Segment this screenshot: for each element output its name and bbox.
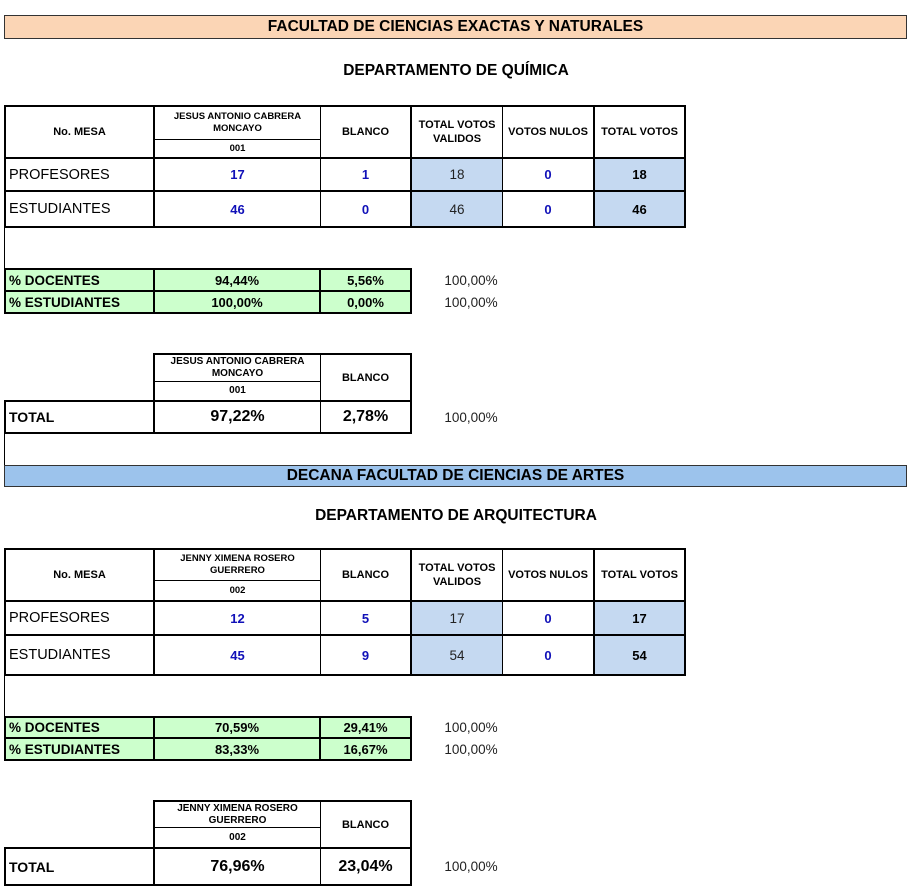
mesa-header: No. MESA — [53, 569, 106, 581]
pct-estudiantes-total: 100,00% — [444, 741, 498, 757]
pct-estudiantes-candidate: 100,00% — [211, 294, 263, 310]
candidate-votes: 17 — [230, 167, 245, 182]
total-candidate-name: JENNY XIMENA ROSERO GUERRERO — [177, 802, 298, 826]
nulos-votes: 0 — [544, 610, 552, 626]
total-sum-pct: 100,00% — [444, 409, 498, 425]
validos-votes: 17 — [449, 610, 465, 626]
total-candidate-pct: 76,96% — [210, 857, 265, 875]
pct-docentes-candidate: 94,44% — [214, 272, 260, 288]
mesa-header: No. MESA — [53, 126, 106, 138]
total-blanco-header: BLANCO — [341, 371, 390, 384]
total-blanco-pct: 2,78% — [342, 408, 389, 425]
blanco-votes: 0 — [361, 201, 370, 217]
pct-docentes-total: 100,00% — [444, 719, 498, 735]
pct-estudiantes-label: % ESTUDIANTES — [9, 294, 121, 310]
nulos-votes: 0 — [544, 201, 552, 217]
row-label: ESTUDIANTES — [9, 201, 111, 217]
candidate-code: 001 — [229, 142, 246, 154]
total-candidate-code: 001 — [229, 385, 246, 396]
blanco-votes: 1 — [361, 167, 370, 182]
department-title: DEPARTAMENTO DE QUÍMICA — [343, 62, 569, 79]
total-sum-pct: 100,00% — [444, 858, 498, 874]
nulos-votes: 0 — [544, 167, 552, 182]
pct-estudiantes-candidate: 83,33% — [214, 741, 260, 757]
total-votes: 17 — [632, 610, 647, 626]
validos-votes: 18 — [449, 167, 465, 182]
candidate-votes: 45 — [230, 647, 245, 663]
faculty-banner: FACULTAD DE CIENCIAS EXACTAS Y NATURALES — [4, 15, 907, 39]
pct-estudiantes-label: % ESTUDIANTES — [9, 741, 121, 757]
pct-docentes-label: % DOCENTES — [9, 272, 100, 288]
votos-nulos-header: VOTOS NULOS — [508, 569, 588, 581]
total-votos-header: TOTAL VOTOS — [601, 126, 678, 138]
candidate-votes: 12 — [230, 610, 245, 626]
total-votes: 54 — [632, 647, 647, 663]
blanco-header: BLANCO — [341, 569, 390, 581]
votos-nulos-header: VOTOS NULOS — [508, 126, 588, 138]
row-label: PROFESORES — [9, 166, 110, 183]
row-label: ESTUDIANTES — [9, 647, 111, 663]
total-candidate-pct: 97,22% — [210, 408, 265, 425]
total-votos-header: TOTAL VOTOS — [601, 569, 678, 581]
nulos-votes: 0 — [544, 647, 552, 663]
total-votes: 18 — [632, 167, 647, 182]
candidate-code: 002 — [229, 584, 246, 596]
department-title: DEPARTAMENTO DE ARQUITECTURA — [315, 507, 597, 524]
pct-docentes-blanco: 5,56% — [347, 272, 384, 288]
total-label: TOTAL — [9, 409, 55, 425]
candidate-name: JENNY XIMENA ROSERO GUERRERO — [180, 553, 295, 576]
blanco-votes: 9 — [361, 647, 370, 663]
pct-estudiantes-blanco: 0,00% — [347, 294, 384, 310]
pct-docentes-candidate: 70,59% — [214, 720, 260, 735]
row-label: PROFESORES — [9, 610, 110, 626]
pct-estudiantes-blanco: 16,67% — [343, 741, 388, 757]
section-banner: DECANA FACULTAD DE CIENCIAS DE ARTES — [4, 465, 907, 487]
pct-docentes-label: % DOCENTES — [9, 720, 100, 735]
total-blanco-pct: 23,04% — [338, 857, 393, 875]
total-validos-header: TOTAL VOTOS VALIDOS — [418, 119, 496, 145]
validos-votes: 46 — [449, 201, 465, 217]
total-candidate-code: 002 — [229, 831, 246, 843]
total-validos-header: TOTAL VOTOS VALIDOS — [418, 562, 496, 588]
total-blanco-header: BLANCO — [341, 818, 390, 831]
candidate-votes: 46 — [230, 201, 245, 217]
validos-votes: 54 — [449, 647, 465, 663]
total-votes: 46 — [632, 201, 647, 217]
pct-docentes-blanco: 29,41% — [343, 720, 388, 735]
blanco-votes: 5 — [361, 610, 370, 626]
blanco-header: BLANCO — [341, 126, 390, 138]
pct-docentes-total: 100,00% — [444, 272, 498, 288]
total-candidate-name: JESUS ANTONIO CABRERA MONCAYO — [170, 356, 305, 379]
candidate-name: JESUS ANTONIO CABRERA MONCAYO — [173, 111, 302, 134]
total-label: TOTAL — [9, 858, 55, 875]
pct-estudiantes-total: 100,00% — [444, 294, 498, 310]
